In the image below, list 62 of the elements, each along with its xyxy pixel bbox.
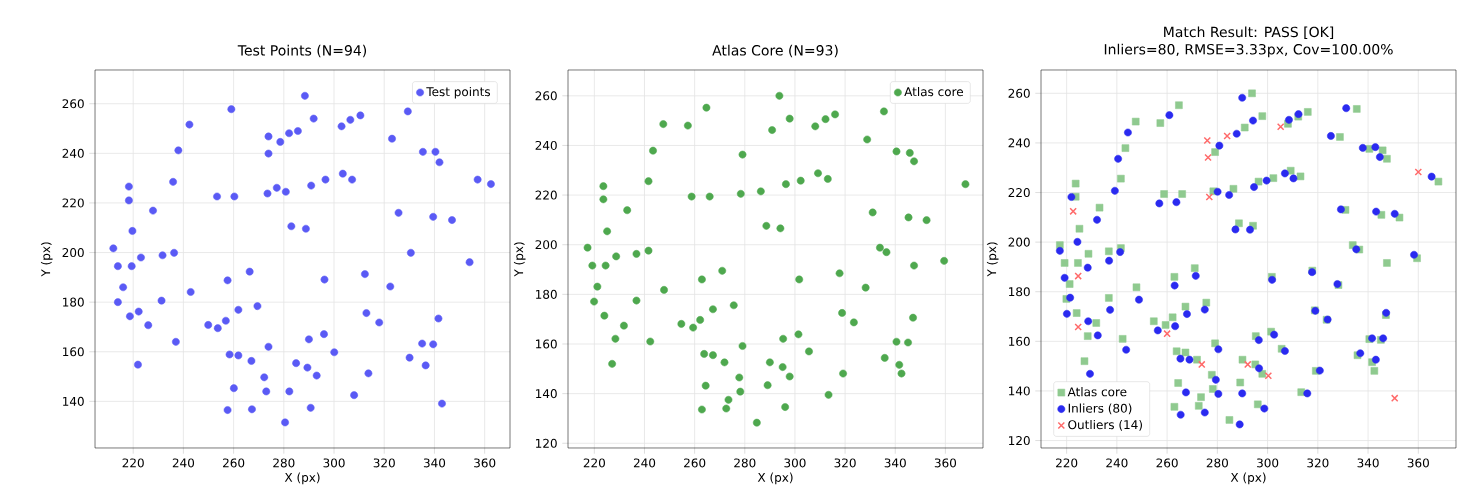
- y-tick-label: 160: [1009, 336, 1030, 346]
- x-tick-label: 320: [1307, 458, 1329, 468]
- x-tick-label: 300: [323, 458, 345, 468]
- chart-title: Test Points (N=94): [237, 44, 367, 58]
- chart-title: Match Result: PASS [OK]: [1164, 26, 1334, 39]
- y-axis-title: Y (px): [986, 242, 999, 277]
- x-tick-label: 240: [633, 458, 656, 468]
- x-tick-label: 300: [1257, 458, 1279, 468]
- y-tick-label: 200: [62, 248, 84, 258]
- y-tick-label: 260: [62, 99, 84, 109]
- y-tick-label: 240: [1008, 138, 1030, 148]
- legend-label: Atlas core: [904, 86, 964, 97]
- y-tick-label: 240: [535, 140, 557, 150]
- x-tick-label: 360: [934, 458, 957, 468]
- y-tick-label: 120: [536, 438, 557, 448]
- y-tick-label: 120: [1009, 436, 1030, 446]
- x-tick-label: 240: [1106, 458, 1128, 468]
- y-tick-label: 140: [536, 389, 557, 399]
- x-tick-label: 280: [1206, 458, 1228, 468]
- x-tick-label: 220: [122, 458, 144, 468]
- x-tick-label: 280: [734, 458, 756, 468]
- y-tick-label: 140: [1009, 386, 1030, 396]
- x-tick-label: 340: [423, 458, 446, 468]
- x-tick-label: 240: [172, 458, 195, 468]
- x-tick-label: 280: [273, 458, 295, 468]
- y-tick-label: 220: [1008, 187, 1030, 198]
- y-tick-label: 160: [63, 347, 84, 357]
- y-tick-label: 180: [536, 289, 557, 299]
- x-tick-label: 340: [884, 458, 906, 468]
- y-tick-label: 260: [535, 91, 557, 101]
- y-tick-label: 220: [535, 190, 557, 200]
- chart-title: Atlas Core (N=93): [712, 44, 838, 58]
- y-tick-label: 200: [1008, 237, 1030, 247]
- x-axis-title: X (px): [1230, 472, 1266, 485]
- x-tick-label: 340: [1357, 458, 1379, 468]
- legend-label: Outliers (14): [1068, 419, 1142, 431]
- y-tick-label: 220: [62, 198, 84, 208]
- x-axis-title: X (px): [284, 472, 320, 485]
- y-tick-label: 180: [63, 297, 84, 307]
- x-axis-title: X (px): [757, 472, 793, 485]
- y-tick-label: 180: [1009, 287, 1030, 297]
- legend-label: Inliers (80): [1068, 403, 1132, 415]
- y-tick-label: 200: [535, 240, 557, 250]
- x-tick-label: 360: [1407, 458, 1429, 468]
- x-tick-label: 360: [474, 458, 496, 468]
- y-axis-title: Y (px): [40, 242, 53, 277]
- x-tick-label: 320: [373, 458, 395, 468]
- x-tick-label: 220: [583, 458, 605, 468]
- y-axis-title: Y (px): [513, 242, 526, 277]
- x-tick-label: 260: [684, 458, 706, 468]
- y-tick-label: 240: [62, 148, 84, 158]
- legend-label: Test points: [426, 86, 491, 99]
- x-tick-label: 300: [784, 458, 806, 468]
- chart-subtitle: Inliers=80, RMSE=3.33px, Cov=100.00%: [1104, 43, 1393, 58]
- y-tick-label: 140: [63, 396, 84, 406]
- x-tick-label: 260: [223, 458, 245, 468]
- y-tick-label: 260: [1008, 88, 1030, 98]
- x-tick-label: 260: [1156, 458, 1178, 468]
- x-tick-label: 320: [834, 458, 856, 468]
- legend-label: Atlas core: [1067, 387, 1127, 397]
- x-tick-label: 220: [1056, 458, 1078, 468]
- y-tick-label: 160: [536, 339, 557, 349]
